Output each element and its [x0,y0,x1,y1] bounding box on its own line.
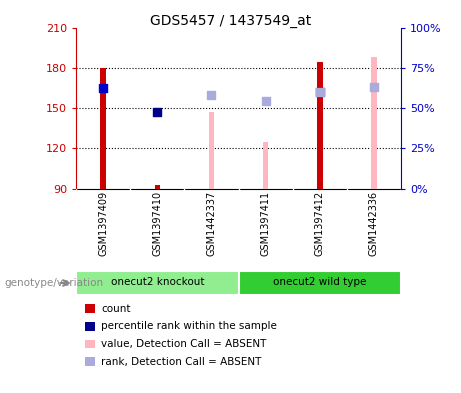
Point [154,109,161,115]
Text: GSM1397411: GSM1397411 [260,191,271,256]
Text: GSM1397409: GSM1397409 [98,191,108,256]
Text: GDS5457 / 1437549_at: GDS5457 / 1437549_at [150,14,311,28]
Point [370,83,378,90]
Text: rank, Detection Call = ABSENT: rank, Detection Call = ABSENT [101,356,261,367]
Bar [239,270,401,296]
Point [316,89,324,95]
Bar [76,270,238,296]
Bar [154,185,160,189]
Text: value, Detection Call = ABSENT: value, Detection Call = ABSENT [101,339,266,349]
Point [262,98,269,105]
Text: percentile rank within the sample: percentile rank within the sample [101,321,277,331]
Point [208,92,215,98]
Point [316,89,324,95]
Bar [100,68,106,189]
Text: GSM1442337: GSM1442337 [207,191,217,256]
Text: onecut2 wild type: onecut2 wild type [273,277,366,287]
Text: GSM1442336: GSM1442336 [369,191,379,256]
Text: onecut2 knockout: onecut2 knockout [111,277,204,287]
Text: count: count [101,303,130,314]
Bar [371,57,377,189]
Bar [317,62,323,189]
Bar [263,141,268,189]
Bar [209,112,214,189]
Point [100,85,107,91]
Text: GSM1397412: GSM1397412 [315,191,325,256]
Text: genotype/variation: genotype/variation [5,278,104,288]
Text: GSM1397410: GSM1397410 [152,191,162,256]
